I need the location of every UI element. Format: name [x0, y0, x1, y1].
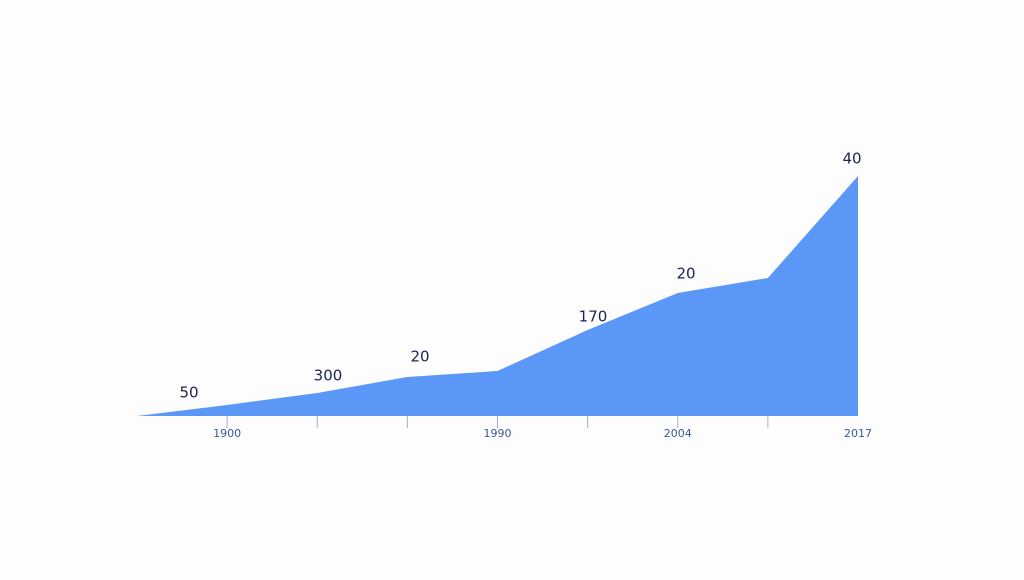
- x-tick-label: 2004: [664, 427, 692, 440]
- annotation: 50: [179, 384, 198, 402]
- area: [137, 176, 858, 416]
- x-tick-label: 1990: [484, 427, 512, 440]
- annotation: 20: [676, 265, 695, 283]
- annotation: 40: [842, 150, 861, 168]
- x-tick-label: 2017: [844, 427, 872, 440]
- annotation: 300: [314, 367, 343, 385]
- annotation: 20: [410, 348, 429, 366]
- x-tick-label: 1900: [213, 427, 241, 440]
- annotation: 170: [579, 308, 608, 326]
